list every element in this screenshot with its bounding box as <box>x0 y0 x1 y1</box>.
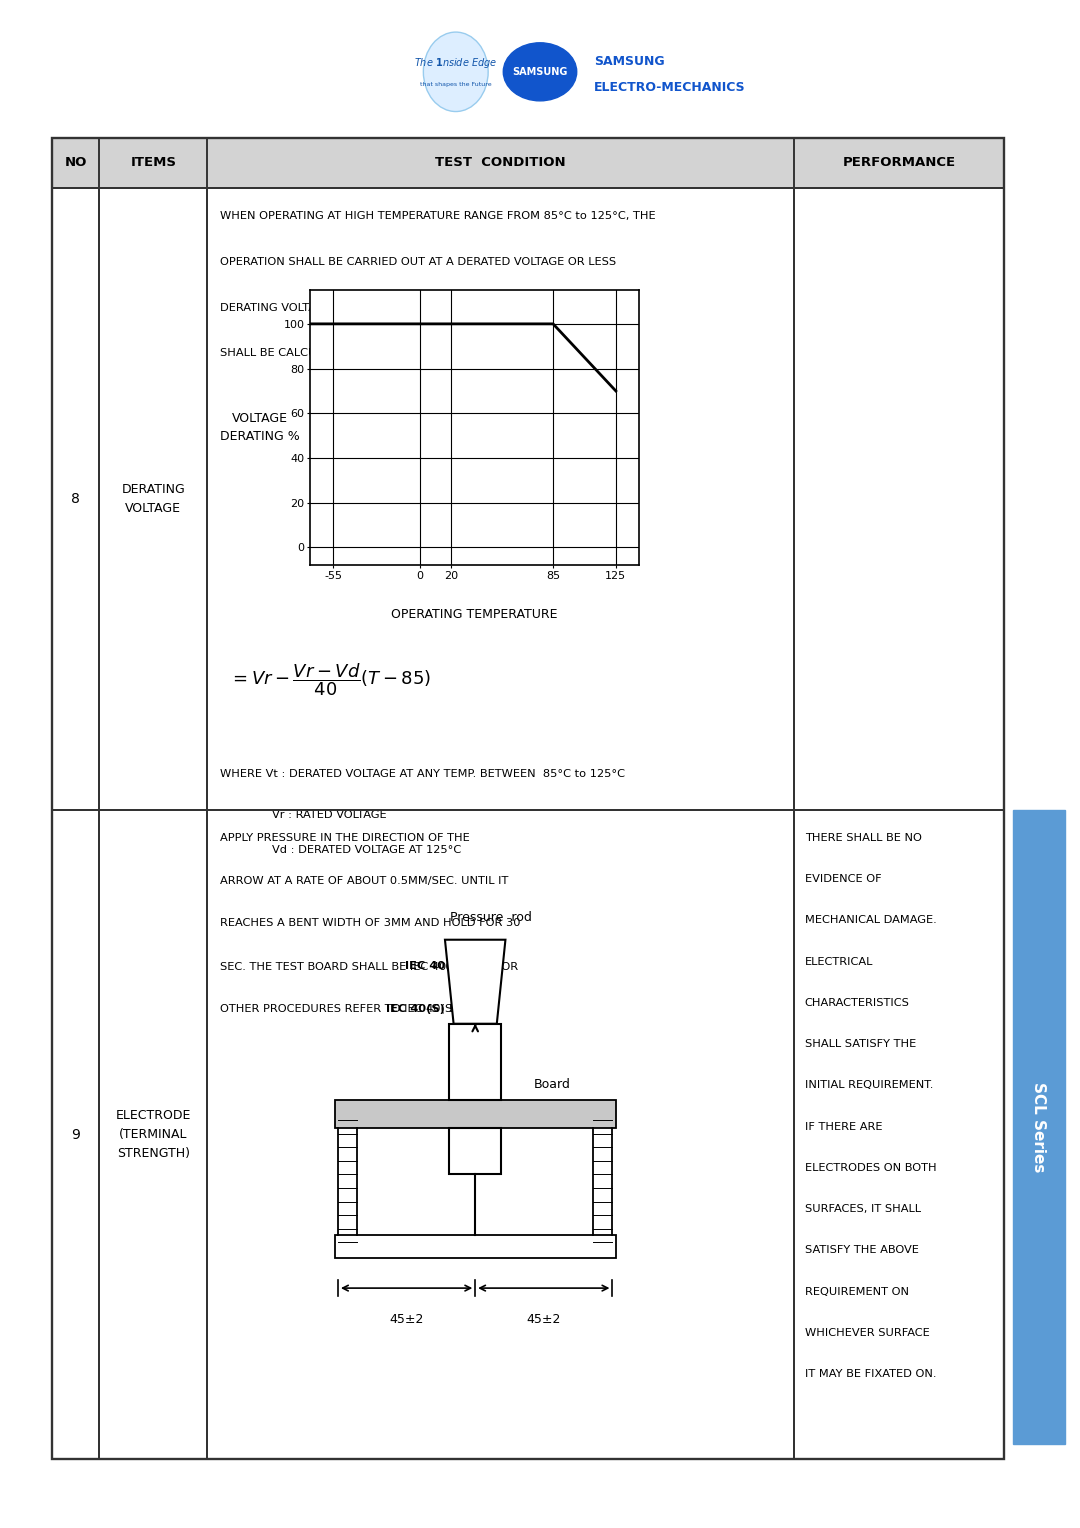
Polygon shape <box>449 1024 501 1100</box>
Ellipse shape <box>423 32 488 112</box>
Text: OPERATING TEMPERATURE: OPERATING TEMPERATURE <box>391 608 558 622</box>
Polygon shape <box>99 810 207 1459</box>
Text: SCL Series: SCL Series <box>1031 1082 1047 1172</box>
Polygon shape <box>52 810 99 1459</box>
Text: SEC. THE TEST BOARD SHALL BE IEC 40(S) 541. FOR: SEC. THE TEST BOARD SHALL BE IEC 40(S) 5… <box>220 961 518 972</box>
Polygon shape <box>207 810 794 1459</box>
Text: SAMSUNG: SAMSUNG <box>594 55 664 67</box>
Text: WHEN OPERATING AT HIGH TEMPERATURE RANGE FROM 85°C to 125°C, THE: WHEN OPERATING AT HIGH TEMPERATURE RANGE… <box>220 211 656 222</box>
Text: NO: NO <box>65 156 86 170</box>
Polygon shape <box>52 188 99 810</box>
Text: REQUIREMENT ON: REQUIREMENT ON <box>805 1287 908 1297</box>
Text: WHICHEVER SURFACE: WHICHEVER SURFACE <box>805 1328 930 1339</box>
Text: SHALL SATISFY THE: SHALL SATISFY THE <box>805 1039 916 1050</box>
Text: $= Vr - \dfrac{Vr - Vd}{40}(T - 85)$: $= Vr - \dfrac{Vr - Vd}{40}(T - 85)$ <box>229 662 431 698</box>
Text: IF THERE ARE: IF THERE ARE <box>805 1122 882 1132</box>
Text: 20: 20 <box>468 1056 483 1068</box>
Polygon shape <box>335 1235 616 1258</box>
Text: 45±2: 45±2 <box>527 1313 561 1326</box>
Text: DERATING
VOLTAGE: DERATING VOLTAGE <box>121 483 186 515</box>
Polygon shape <box>794 810 1004 1459</box>
Text: SURFACES, IT SHALL: SURFACES, IT SHALL <box>805 1204 920 1215</box>
Text: OPERATION SHALL BE CARRIED OUT AT A DERATED VOLTAGE OR LESS: OPERATION SHALL BE CARRIED OUT AT A DERA… <box>220 257 617 267</box>
Ellipse shape <box>503 43 577 101</box>
Polygon shape <box>335 1100 616 1128</box>
Text: VOLTAGE
DERATING %: VOLTAGE DERATING % <box>220 413 300 443</box>
Text: DERATING VOLTAGE Vt AT ANY TEMPERATURE BETWEEN 85°C AND 125°C: DERATING VOLTAGE Vt AT ANY TEMPERATURE B… <box>220 303 636 313</box>
Text: IEC 40(S) 541: IEC 40(S) 541 <box>405 961 491 972</box>
Text: Board: Board <box>534 1079 570 1091</box>
Text: THERE SHALL BE NO: THERE SHALL BE NO <box>805 833 921 843</box>
Polygon shape <box>445 940 505 1024</box>
Text: REACHES A BENT WIDTH OF 3MM AND HOLD FOR 30: REACHES A BENT WIDTH OF 3MM AND HOLD FOR… <box>220 918 521 929</box>
Text: ARROW AT A RATE OF ABOUT 0.5MM/SEC. UNTIL IT: ARROW AT A RATE OF ABOUT 0.5MM/SEC. UNTI… <box>220 876 509 886</box>
Text: OTHER PROCEDURES REFER TO IEC 40(S) 541.: OTHER PROCEDURES REFER TO IEC 40(S) 541. <box>220 1004 486 1015</box>
Text: that shapes the Future: that shapes the Future <box>420 81 491 87</box>
Text: ITEMS: ITEMS <box>131 156 176 170</box>
Text: Vr : RATED VOLTAGE: Vr : RATED VOLTAGE <box>272 810 387 821</box>
Text: Vd : DERATED VOLTAGE AT 125°C: Vd : DERATED VOLTAGE AT 125°C <box>272 845 461 856</box>
Text: IT MAY BE FIXATED ON.: IT MAY BE FIXATED ON. <box>805 1369 936 1380</box>
Text: ELECTRODE
(TERMINAL
STRENGTH): ELECTRODE (TERMINAL STRENGTH) <box>116 1109 191 1160</box>
Text: INITIAL REQUIREMENT.: INITIAL REQUIREMENT. <box>805 1080 933 1091</box>
Text: PERFORMANCE: PERFORMANCE <box>842 156 956 170</box>
Text: ELECTRICAL: ELECTRICAL <box>805 957 873 967</box>
Text: EVIDENCE OF: EVIDENCE OF <box>805 874 881 885</box>
Text: ELECTRODES ON BOTH: ELECTRODES ON BOTH <box>805 1163 936 1174</box>
Text: IEC 40(S) 541: IEC 40(S) 541 <box>386 1004 473 1015</box>
Polygon shape <box>1013 810 1065 1444</box>
Text: SAMSUNG: SAMSUNG <box>512 67 568 76</box>
Text: 9: 9 <box>71 1128 80 1141</box>
Text: APPLY PRESSURE IN THE DIRECTION OF THE: APPLY PRESSURE IN THE DIRECTION OF THE <box>220 833 470 843</box>
Text: SHALL BE CALCULATED BY THE FOLLOWING EQUATION: SHALL BE CALCULATED BY THE FOLLOWING EQU… <box>220 348 531 359</box>
Polygon shape <box>794 188 1004 810</box>
Text: TEST  CONDITION: TEST CONDITION <box>435 156 566 170</box>
Text: MECHANICAL DAMAGE.: MECHANICAL DAMAGE. <box>805 915 936 926</box>
Text: 8: 8 <box>71 492 80 506</box>
Text: WHERE Vt : DERATED VOLTAGE AT ANY TEMP. BETWEEN  85°C to 125°C: WHERE Vt : DERATED VOLTAGE AT ANY TEMP. … <box>220 769 625 779</box>
Text: 10: 10 <box>447 947 463 961</box>
Text: The $\mathbf{1}$nside Edge: The $\mathbf{1}$nside Edge <box>414 55 498 70</box>
Polygon shape <box>99 188 207 810</box>
Text: CHARACTERISTICS: CHARACTERISTICS <box>805 998 909 1008</box>
Text: SATISFY THE ABOVE: SATISFY THE ABOVE <box>805 1245 918 1256</box>
Text: Pressure  rod: Pressure rod <box>450 911 532 924</box>
Polygon shape <box>207 188 794 810</box>
Polygon shape <box>449 1128 501 1174</box>
Text: 45±2: 45±2 <box>390 1313 423 1326</box>
Polygon shape <box>52 138 1004 188</box>
Text: ELECTRO-MECHANICS: ELECTRO-MECHANICS <box>594 81 745 93</box>
